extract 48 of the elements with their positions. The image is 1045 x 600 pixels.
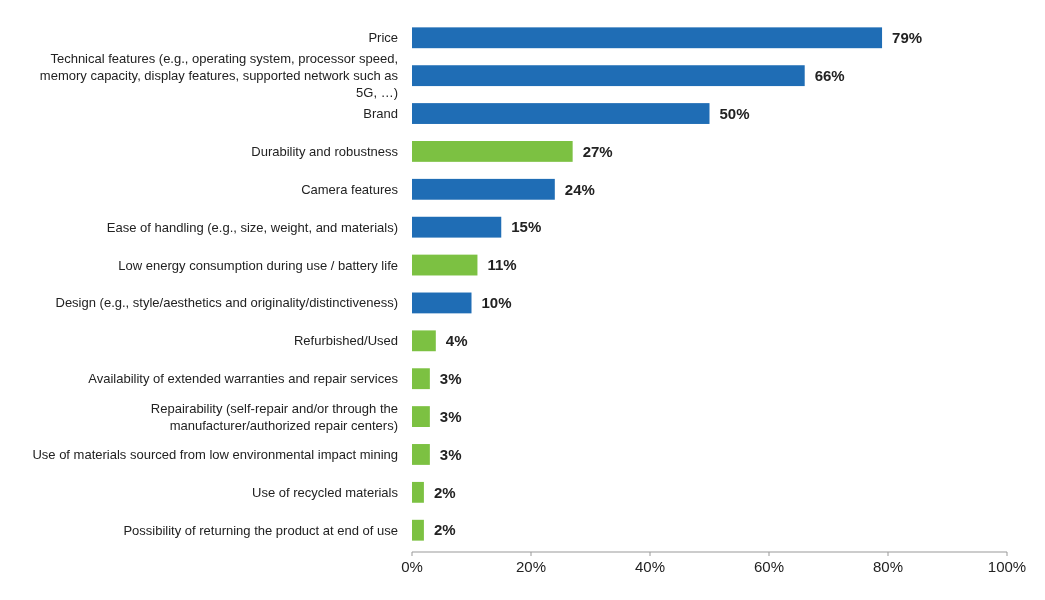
bar [412,519,424,541]
bar [412,65,805,87]
bar [412,481,424,503]
x-tick-label: 40% [634,558,666,575]
y-tick-label: Possibility of returning the product at end of use [123,522,398,538]
y-tick-label: Brand [363,106,398,122]
bar [412,368,430,390]
y-tick-label: Price [368,30,398,46]
y-tick-label: Repairability (self-repair and/or through the manufacturer/authorized repair centers) [150,400,398,433]
data-label: 11% [487,256,517,274]
data-label: 10% [481,294,512,312]
x-tick-label: 80% [872,558,904,575]
y-tick-label: Durability and robustness [251,143,399,159]
bar [412,178,555,200]
data-label: 50% [719,104,750,122]
bar [412,254,478,276]
data-label: 15% [511,218,542,236]
y-tick-label: Ease of handling (e.g., size, weight, and materials) [106,219,398,235]
y-tick-label: Design (e.g., style/aesthetics and originality/distinctiveness) [55,295,398,311]
data-label: 27% [582,142,613,160]
bar [412,27,883,49]
y-tick-label: Availability of extended warranties and repair services [88,371,399,387]
data-label: 4% [445,332,468,350]
y-tick-label: Low energy consumption during use / battery life [118,257,398,273]
data-label: 24% [564,180,595,198]
y-tick-label: Use of materials sourced from low environmental impact mining [32,447,398,463]
data-label: 3% [439,407,462,425]
bar [412,406,430,427]
x-tick-label: 20% [515,558,547,575]
y-tick-label: Refurbished/Used [293,333,398,349]
bar [412,216,502,238]
data-label: 3% [439,369,462,387]
y-tick-label: Technical features (e.g., operating system, processor speed, memory capacity, display features, supported network such as 5G, …) [39,51,399,101]
data-label: 66% [814,66,845,84]
bar [412,292,472,314]
data-label: 2% [433,521,456,539]
x-tick-label: 60% [753,558,785,575]
bar [412,330,436,352]
y-tick-label: Camera features [301,181,399,197]
x-tick-label: 0% [401,558,423,575]
x-tick-label: 100% [987,558,1027,575]
y-tick-label: Use of recycled materials [252,484,399,500]
bar [412,103,710,124]
data-label: 2% [433,483,456,501]
bar [412,444,430,465]
data-label: 3% [439,445,462,463]
data-label: 79% [892,29,923,47]
bar [412,141,573,162]
